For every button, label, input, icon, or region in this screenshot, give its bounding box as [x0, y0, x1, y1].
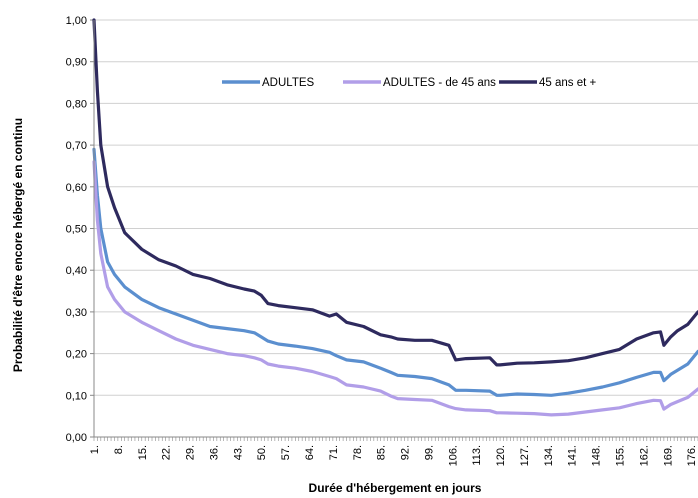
x-tick-label: 127. — [519, 445, 531, 466]
x-tick-label: 71. — [328, 445, 340, 460]
y-tick-label: 0,30 — [66, 307, 87, 319]
y-tick-label: 0,80 — [66, 98, 87, 110]
series-lines — [92, 18, 698, 417]
x-tick-label: 162. — [638, 445, 650, 466]
x-tick-label: 57. — [280, 445, 292, 460]
x-tick-label: 78. — [352, 445, 364, 460]
x-tick-label: 169. — [662, 445, 674, 466]
y-tick-label: 0,40 — [66, 265, 87, 277]
x-tick-label: 99. — [423, 445, 435, 460]
legend-label: 45 ans et + — [539, 77, 597, 89]
x-tick-label: 134. — [543, 445, 555, 466]
x-tick-label: 8. — [113, 445, 125, 454]
x-tick-label: 92. — [400, 445, 412, 460]
x-tick-label: 15. — [137, 445, 149, 460]
y-tick-label: 1,00 — [66, 15, 87, 27]
x-tick-label: 176. — [686, 445, 698, 466]
y-tick-label: 0,50 — [66, 224, 87, 236]
x-tick-label: 29. — [185, 445, 197, 460]
y-tick-label: 0,00 — [66, 432, 87, 444]
x-tick-label: 106. — [447, 445, 459, 466]
x-tick-label: 22. — [161, 445, 173, 460]
y-tick-label: 0,60 — [66, 182, 87, 194]
x-axis-ticks: 1. 8. 15. 22. 29. 36. 43. 50. 57. 64. 71. 78. 85. 92.… — [89, 437, 698, 466]
x-tick-label: 36. — [208, 445, 220, 460]
y-tick-label: 0,90 — [66, 57, 87, 69]
legend: ADULTES ADULTES - de 45 ans 45 ans et + — [222, 77, 597, 89]
x-tick-label: 113. — [471, 445, 483, 466]
x-tick-label: 43. — [232, 445, 244, 460]
legend-label: ADULTES - de 45 ans — [383, 77, 496, 89]
y-axis-title: Probabilité d'être encore hébergé en con… — [11, 118, 25, 372]
x-tick-label: 120. — [495, 445, 507, 466]
x-tick-label: 85. — [376, 445, 388, 460]
x-axis-title: Durée d'hébergement en jours — [309, 481, 482, 495]
x-tick-label: 141. — [567, 445, 579, 466]
series-line — [92, 18, 698, 367]
y-tick-label: 0,70 — [66, 140, 87, 152]
legend-label: ADULTES — [262, 77, 315, 89]
y-tick-label: 0,20 — [66, 349, 87, 361]
x-tick-label: 64. — [304, 445, 316, 460]
series-line — [92, 160, 698, 417]
series-line — [92, 147, 698, 397]
x-tick-label: 50. — [256, 445, 268, 460]
y-tick-label: 0,10 — [66, 390, 87, 402]
x-tick-label: 1. — [89, 445, 101, 454]
x-tick-label: 148. — [591, 445, 603, 466]
y-axis-ticks: 0,00 0,10 0,20 0,30 0,40 0,50 0,60 0,70 0,80 0,90… — [66, 15, 94, 444]
gridlines — [94, 19, 698, 396]
x-tick-label: 155. — [615, 445, 627, 466]
